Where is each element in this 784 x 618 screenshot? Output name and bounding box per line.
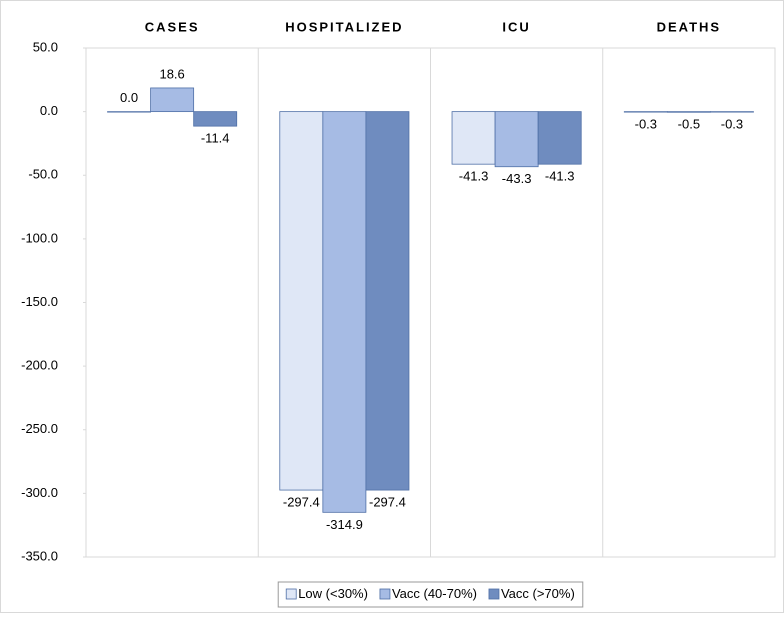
bar [365,111,410,491]
bar [193,111,238,127]
data-label: 0.0 [120,90,138,105]
bar [107,111,151,113]
category-label: ICU [502,19,530,34]
legend-label: Vacc (40-70%) [392,586,477,601]
legend-label: Vacc (>70%) [501,586,575,601]
data-label: -297.4 [283,495,320,510]
legend-label: Low (<30%) [298,586,368,601]
y-tick-label: -350.0 [21,548,58,563]
data-label: -0.3 [721,116,743,131]
bar [494,111,539,168]
data-label: -41.3 [545,169,575,184]
data-label: -43.3 [502,171,532,186]
bar [279,111,324,491]
y-tick-label: -150.0 [21,294,58,309]
y-tick-label: -50.0 [28,167,58,182]
data-label: -297.4 [369,495,406,510]
legend: Low (<30%) Vacc (40-70%) Vacc (>70%) [277,581,584,608]
data-label: 18.6 [159,66,184,81]
legend-swatch [379,588,391,600]
y-tick-label: 50.0 [33,39,58,54]
y-tick-label: -250.0 [21,421,58,436]
y-tick-label: -300.0 [21,485,58,500]
bar [322,111,367,513]
bar [666,111,711,113]
bar [710,111,754,113]
legend-swatch [285,588,297,600]
data-label: -0.5 [678,117,700,132]
data-label: -41.3 [459,169,489,184]
y-tick-label: -200.0 [21,358,58,373]
legend-swatch [488,588,500,600]
data-label: -314.9 [326,517,363,532]
bar [150,87,195,113]
bar [451,111,496,165]
data-label: -0.3 [635,116,657,131]
y-tick-label: 0.0 [40,103,58,118]
legend-box [277,581,584,608]
category-label: DEATHS [657,19,721,34]
category-label: CASES [145,19,200,34]
bar [623,111,668,113]
category-label: HOSPITALIZED [285,19,403,34]
y-tick-label: -100.0 [21,230,58,245]
data-label: -11.4 [201,131,230,146]
bar [537,111,582,165]
